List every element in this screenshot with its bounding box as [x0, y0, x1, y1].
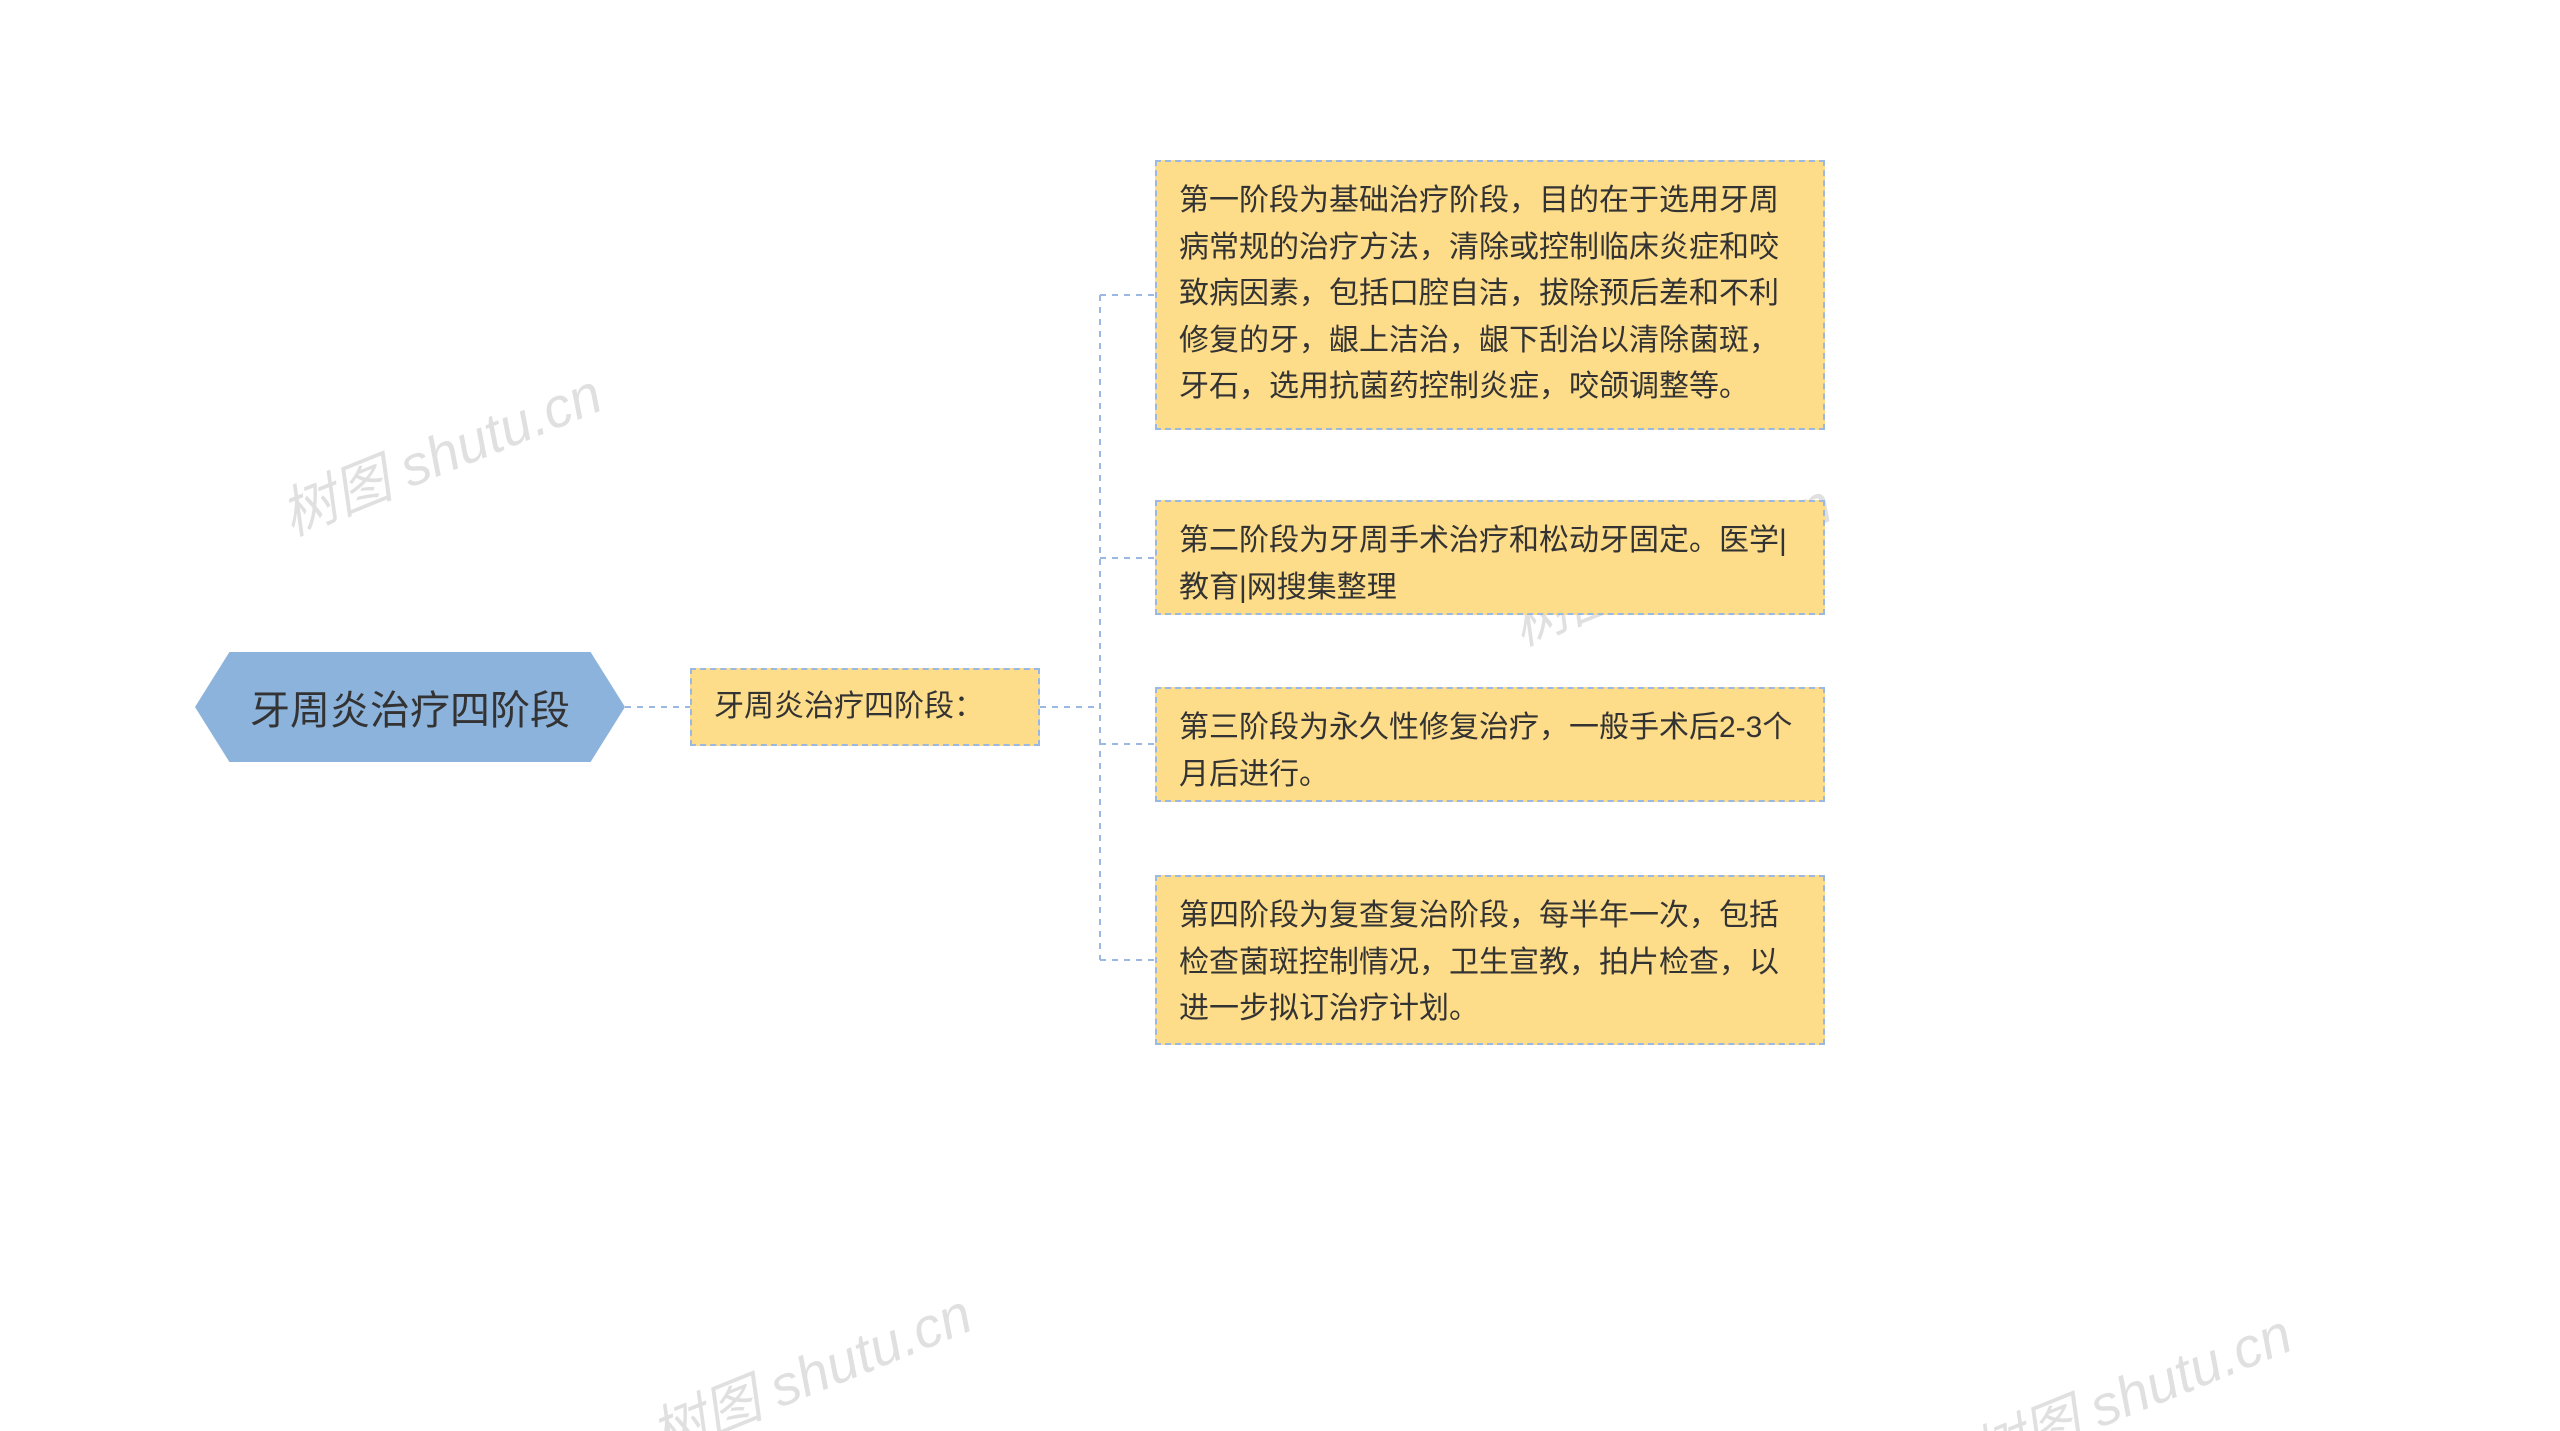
- leaf-stage1[interactable]: 第一阶段为基础治疗阶段，目的在于选用牙周病常规的治疗方法，清除或控制临床炎症和咬…: [1155, 160, 1825, 430]
- leaf-text: 第二阶段为牙周手术治疗和松动牙固定。医学|教育|网搜集整理: [1179, 524, 1787, 604]
- leaf-text: 第四阶段为复查复治阶段，每半年一次，包括检查菌斑控制情况，卫生宣教，拍片检查，以…: [1179, 899, 1779, 1025]
- watermark: 树图 shutu.cn: [267, 349, 612, 551]
- watermark: 树图 shutu.cn: [637, 1269, 982, 1431]
- root-label: 牙周炎治疗四阶段: [250, 678, 570, 736]
- branch-label: 牙周炎治疗四阶段：: [714, 684, 984, 731]
- leaf-stage3[interactable]: 第三阶段为永久性修复治疗，一般手术后2-3个月后进行。: [1155, 687, 1825, 802]
- leaf-stage4[interactable]: 第四阶段为复查复治阶段，每半年一次，包括检查菌斑控制情况，卫生宣教，拍片检查，以…: [1155, 875, 1825, 1045]
- root-node[interactable]: 牙周炎治疗四阶段: [195, 652, 625, 762]
- leaf-text: 第三阶段为永久性修复治疗，一般手术后2-3个月后进行。: [1179, 711, 1792, 791]
- mindmap-canvas: 树图 shutu.cn 树图 shutu.cn 树图 shutu.cn 树图 s…: [0, 0, 2560, 1431]
- root-node-shape: 牙周炎治疗四阶段: [195, 652, 625, 762]
- branch-node[interactable]: 牙周炎治疗四阶段：: [690, 668, 1040, 746]
- leaf-stage2[interactable]: 第二阶段为牙周手术治疗和松动牙固定。医学|教育|网搜集整理: [1155, 500, 1825, 615]
- leaf-text: 第一阶段为基础治疗阶段，目的在于选用牙周病常规的治疗方法，清除或控制临床炎症和咬…: [1179, 184, 1779, 403]
- watermark: 树图 shutu.cn: [1957, 1289, 2302, 1431]
